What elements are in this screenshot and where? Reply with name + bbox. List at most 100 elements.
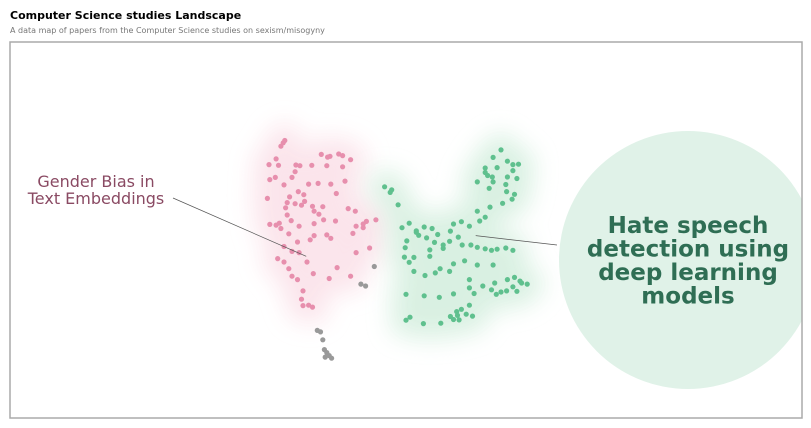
data-point — [358, 281, 364, 287]
data-point — [325, 154, 331, 160]
data-point — [324, 163, 330, 169]
data-point — [511, 274, 518, 280]
data-point — [509, 196, 515, 202]
data-point — [298, 202, 305, 208]
data-point — [294, 239, 301, 245]
data-point — [493, 291, 499, 297]
data-point — [309, 304, 316, 310]
data-point — [272, 174, 278, 180]
data-point — [436, 294, 442, 300]
data-point — [382, 184, 388, 190]
data-point — [286, 231, 292, 237]
data-point — [399, 225, 405, 231]
data-point — [406, 220, 412, 226]
data-point — [322, 354, 328, 360]
data-point — [450, 221, 457, 227]
data-point — [404, 238, 410, 244]
data-point — [387, 189, 393, 195]
data-point — [289, 273, 295, 279]
data-point — [267, 177, 273, 183]
data-point — [462, 258, 468, 264]
data-point — [304, 259, 310, 265]
data-point — [333, 190, 339, 197]
data-point — [519, 280, 525, 286]
data-point — [422, 272, 428, 279]
data-point — [477, 218, 483, 224]
data-point — [309, 203, 316, 209]
data-point — [348, 157, 354, 163]
data-point — [286, 266, 292, 272]
data-point — [281, 182, 287, 188]
data-point — [504, 174, 510, 180]
data-point — [318, 151, 324, 157]
cluster-label-hate-speech: Hate speech detection using deep learning m… — [587, 213, 789, 310]
data-point — [488, 247, 495, 253]
data-point — [320, 337, 326, 343]
annotation-layer: Gender Bias in Text Embeddings Hate speech… — [27, 131, 802, 389]
data-point — [407, 314, 413, 320]
cluster-label-gender-bias: Gender Bias in Text Embeddings — [27, 172, 165, 208]
data-point — [301, 192, 307, 198]
data-point — [292, 201, 298, 207]
data-point — [342, 178, 348, 184]
data-point — [421, 224, 427, 230]
data-point — [340, 164, 346, 170]
data-point — [311, 233, 317, 239]
data-point — [402, 245, 408, 251]
data-point — [494, 246, 500, 252]
data-point — [289, 248, 295, 254]
data-point — [340, 153, 346, 159]
data-point — [345, 206, 351, 212]
data-point — [367, 245, 373, 251]
data-point — [482, 246, 488, 252]
data-point — [447, 228, 453, 234]
data-point — [282, 137, 288, 144]
density-layer — [251, 124, 544, 340]
data-point — [494, 165, 500, 171]
data-point — [281, 259, 287, 265]
data-point — [485, 172, 491, 179]
highlight-bubble — [559, 131, 802, 389]
data-point — [289, 174, 295, 180]
data-point — [510, 168, 516, 174]
data-point — [403, 291, 409, 297]
data-point — [510, 247, 516, 253]
cluster-label-line: deep learning — [598, 260, 778, 286]
cluster-label-line: Gender Bias in — [37, 172, 154, 191]
data-point — [329, 355, 335, 361]
annotation-leader-line — [172, 197, 307, 257]
data-point — [514, 288, 520, 294]
data-point — [490, 154, 496, 160]
data-point — [326, 275, 332, 282]
data-point — [421, 293, 427, 299]
data-point — [298, 296, 305, 302]
data-point — [456, 317, 462, 323]
data-point — [510, 284, 516, 290]
data-point — [447, 313, 453, 320]
data-point — [468, 242, 474, 248]
points-layer — [264, 137, 530, 361]
data-point — [287, 194, 293, 200]
data-point — [489, 174, 495, 180]
cluster-label-line: models — [641, 284, 734, 310]
data-point — [395, 202, 401, 208]
data-point — [352, 208, 358, 214]
data-point — [474, 179, 480, 185]
data-point — [267, 221, 273, 227]
data-point — [480, 283, 486, 289]
data-point — [466, 285, 472, 291]
data-point — [306, 302, 312, 308]
data-point — [309, 162, 315, 168]
data-point — [482, 165, 488, 171]
data-point — [424, 235, 430, 241]
plot-frame — [9, 41, 803, 419]
data-point — [275, 256, 281, 262]
data-point — [284, 200, 290, 206]
data-point — [432, 270, 438, 276]
data-point — [371, 263, 377, 270]
data-point — [458, 219, 464, 225]
data-point — [482, 214, 488, 220]
data-point — [471, 290, 477, 297]
chart-subtitle: A data map of papers from the Computer S… — [10, 26, 325, 35]
